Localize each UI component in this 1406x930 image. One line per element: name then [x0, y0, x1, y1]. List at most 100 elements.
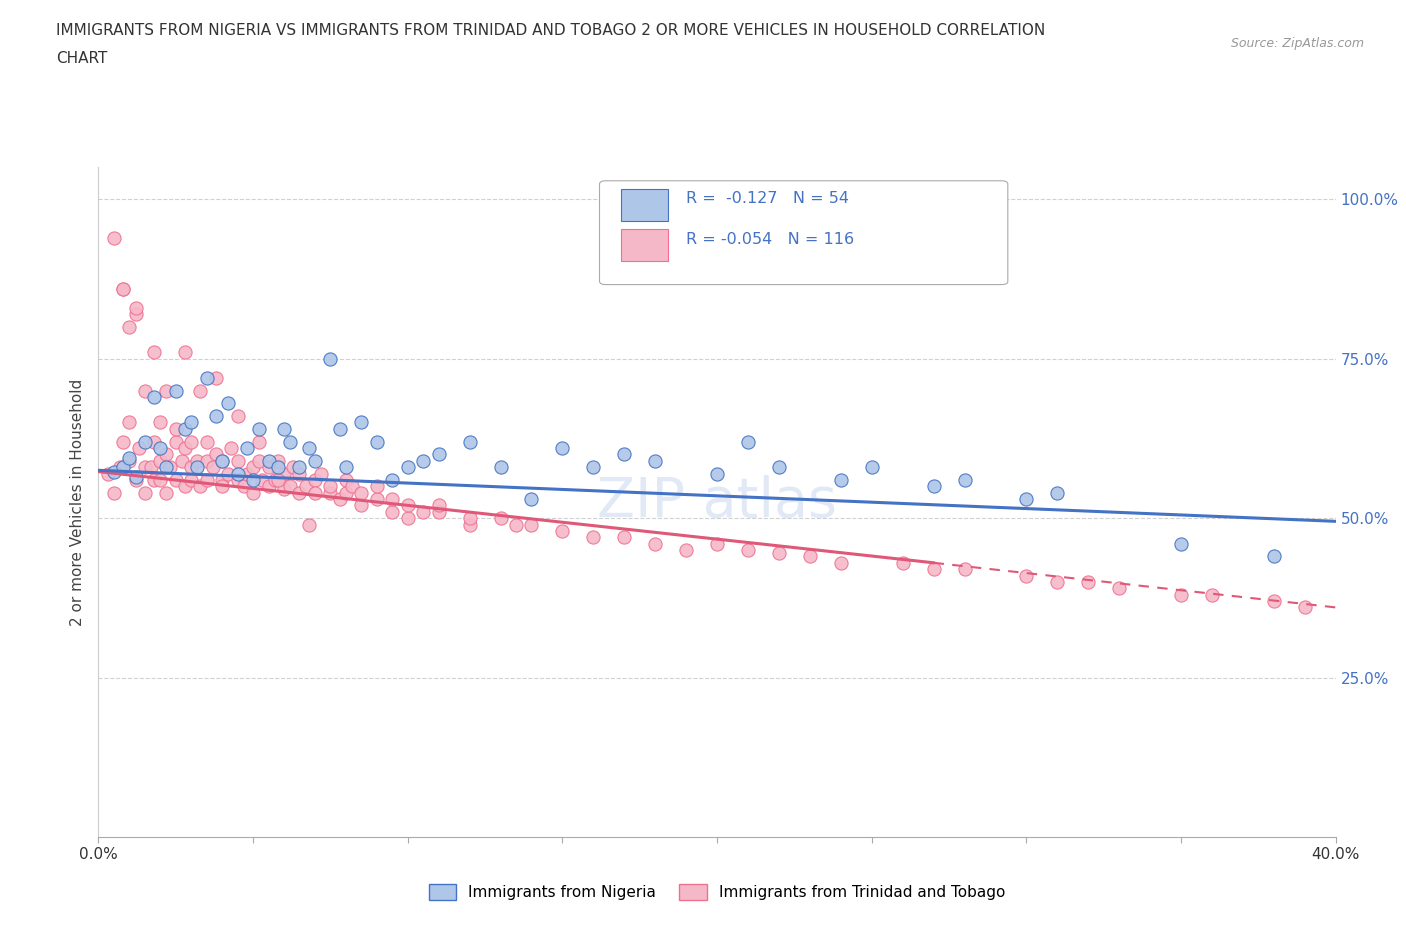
Point: [226, 466, 249, 481]
Text: ZIP atlas: ZIP atlas: [598, 475, 837, 529]
Point: [520, 492, 543, 507]
Point: [205, 447, 228, 462]
Point: [124, 300, 146, 315]
Point: [830, 472, 852, 487]
Point: [190, 479, 212, 494]
Point: [143, 434, 166, 449]
Point: [134, 434, 156, 449]
Point: [232, 479, 254, 494]
Point: [1108, 581, 1130, 596]
Point: [489, 459, 512, 474]
Point: [165, 472, 187, 487]
Point: [180, 459, 202, 474]
Point: [319, 479, 342, 494]
Point: [288, 466, 311, 481]
Point: [211, 453, 233, 468]
Point: [366, 492, 388, 507]
Point: [458, 511, 481, 525]
Point: [195, 453, 218, 468]
Point: [737, 542, 759, 557]
Point: [124, 307, 146, 322]
Point: [319, 352, 342, 366]
Point: [242, 459, 264, 474]
Point: [891, 555, 914, 570]
Point: [283, 459, 305, 474]
Point: [304, 485, 326, 500]
Point: [1046, 485, 1069, 500]
Point: [278, 479, 301, 494]
Point: [309, 466, 332, 481]
Point: [458, 434, 481, 449]
Point: [381, 492, 404, 507]
Point: [1263, 549, 1285, 564]
Point: [170, 453, 193, 468]
Point: [217, 466, 239, 481]
Point: [103, 465, 125, 480]
Point: [860, 459, 883, 474]
Point: [143, 345, 166, 360]
Point: [217, 396, 239, 411]
Point: [118, 319, 141, 334]
Point: [180, 434, 202, 449]
Point: [257, 479, 280, 494]
Point: [226, 453, 249, 468]
Point: [226, 472, 249, 487]
Point: [174, 421, 197, 436]
Point: [124, 472, 146, 487]
Point: [112, 281, 135, 296]
Point: [134, 485, 156, 500]
Point: [427, 447, 450, 462]
Point: [953, 472, 976, 487]
Point: [427, 498, 450, 512]
Point: [190, 383, 212, 398]
Point: [155, 485, 177, 500]
Point: [226, 408, 249, 423]
Point: [737, 434, 759, 449]
Point: [128, 441, 150, 456]
Point: [257, 459, 280, 474]
Point: [174, 479, 197, 494]
Point: [335, 459, 357, 474]
Point: [427, 504, 450, 519]
Point: [236, 441, 259, 456]
Point: [613, 447, 636, 462]
Point: [1077, 575, 1099, 590]
Point: [953, 562, 976, 577]
Point: [329, 421, 352, 436]
Point: [675, 542, 697, 557]
Point: [112, 434, 135, 449]
Point: [149, 472, 172, 487]
Point: [278, 434, 301, 449]
Point: [211, 472, 233, 487]
Point: [165, 383, 187, 398]
Point: [221, 441, 243, 456]
Point: [247, 453, 270, 468]
Point: [180, 472, 202, 487]
Point: [489, 511, 512, 525]
Point: [134, 383, 156, 398]
Point: [922, 479, 945, 494]
Point: [103, 485, 125, 500]
Point: [381, 504, 404, 519]
Legend: Immigrants from Nigeria, Immigrants from Trinidad and Tobago: Immigrants from Nigeria, Immigrants from…: [423, 878, 1011, 907]
Point: [247, 434, 270, 449]
Point: [350, 415, 373, 430]
Point: [298, 441, 321, 456]
Point: [582, 530, 605, 545]
Point: [252, 472, 274, 487]
Point: [304, 472, 326, 487]
FancyBboxPatch shape: [599, 180, 1008, 285]
Point: [304, 453, 326, 468]
Point: [1170, 587, 1192, 602]
Point: [768, 546, 790, 561]
Text: CHART: CHART: [56, 51, 108, 66]
Point: [139, 459, 162, 474]
Point: [273, 466, 295, 481]
Point: [319, 485, 342, 500]
Point: [1015, 568, 1038, 583]
FancyBboxPatch shape: [620, 229, 668, 261]
Point: [396, 498, 419, 512]
Point: [112, 459, 135, 474]
Point: [1046, 575, 1069, 590]
Point: [211, 453, 233, 468]
